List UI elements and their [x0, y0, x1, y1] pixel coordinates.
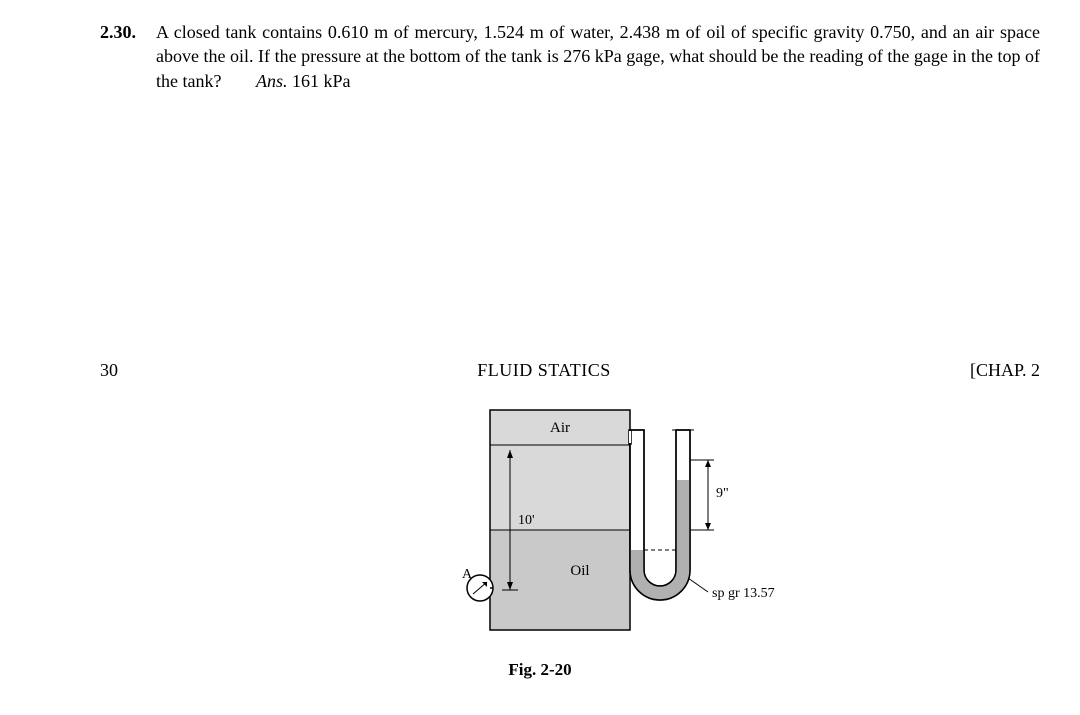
svg-text:sp gr 13.57: sp gr 13.57: [712, 586, 775, 601]
problem-number: 2.30.: [100, 20, 156, 93]
figure-2-20: 10' Air Oil A 9" sp gr 13.57: [440, 400, 780, 680]
problem-block: 2.30. A closed tank contains 0.610 m of …: [100, 20, 1040, 93]
svg-text:Oil: Oil: [570, 563, 589, 579]
problem-text: A closed tank contains 0.610 m of mercur…: [156, 20, 1040, 93]
svg-text:9": 9": [716, 486, 729, 501]
problem-body: A closed tank contains 0.610 m of mercur…: [156, 22, 1040, 91]
answer-label: Ans.: [256, 71, 288, 91]
figure-svg: 10' Air Oil A 9" sp gr 13.57: [440, 400, 780, 660]
figure-caption: Fig. 2-20: [0, 660, 1080, 680]
answer-text: 161 kPa: [292, 71, 351, 91]
page-number-left: 30: [100, 360, 118, 381]
svg-text:Air: Air: [550, 420, 570, 436]
page-header: 30 FLUID STATICS [CHAP. 2: [100, 360, 1040, 381]
chapter-title: FLUID STATICS: [477, 360, 611, 381]
svg-text:10': 10': [518, 513, 535, 528]
svg-text:A: A: [462, 567, 473, 582]
chapter-ref-right: [CHAP. 2: [970, 360, 1040, 381]
